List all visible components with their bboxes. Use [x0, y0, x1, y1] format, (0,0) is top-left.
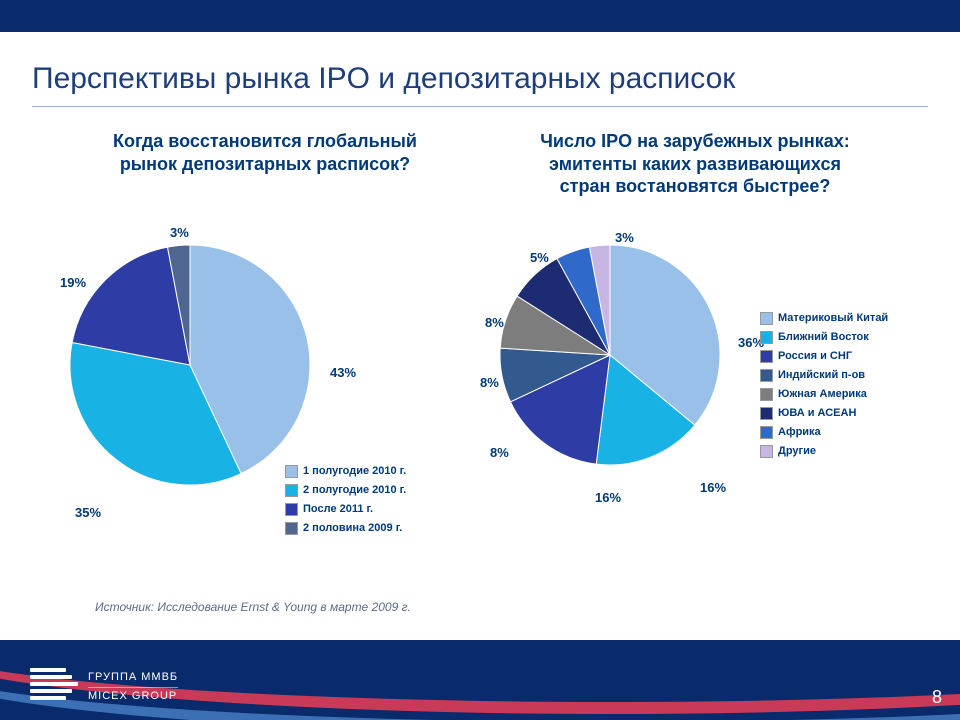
legend-label: Южная Америка: [778, 389, 867, 401]
legend-swatch: [760, 331, 773, 344]
legend-row: Индийский п-ов: [760, 369, 888, 382]
legend-swatch: [760, 426, 773, 439]
legend-label: 2 половина 2009 г.: [303, 523, 402, 535]
pie-slice-label: 43%: [330, 365, 356, 380]
legend-label: Материковый Китай: [778, 313, 888, 325]
pie-slice-label: 35%: [75, 505, 101, 520]
top-bar: [0, 0, 960, 32]
logo-mark-icon: [30, 668, 78, 706]
logo-line2: MICEX GROUP: [88, 690, 178, 703]
legend-swatch: [285, 484, 298, 497]
pie-slice-label: 8%: [490, 445, 509, 460]
legend-swatch: [760, 407, 773, 420]
pie-slice-label: 3%: [615, 230, 634, 245]
legend-row: 2 половина 2009 г.: [285, 522, 406, 535]
pie-slice-label: 8%: [480, 375, 499, 390]
legend-label: Ближний Восток: [778, 332, 869, 344]
pie-slice-label: 19%: [60, 275, 86, 290]
legend-swatch: [760, 350, 773, 363]
legend-swatch: [285, 503, 298, 516]
chart-right: 36%16%16%8%8%8%5%3%: [500, 245, 720, 470]
legend-swatch: [760, 369, 773, 382]
page-title: Перспективы рынка IPO и депозитарных рас…: [32, 62, 735, 96]
logo-text: ГРУППА ММВБ MICEX GROUP: [88, 671, 178, 702]
pie-svg: [500, 245, 720, 465]
legend-swatch: [285, 522, 298, 535]
legend-right: Материковый Китай Ближний Восток Россия и …: [760, 312, 888, 464]
chart-right-title: Число IPO на зарубежных рынках: эмитенты…: [525, 130, 865, 198]
legend-row: ЮВА и АСЕАН: [760, 407, 888, 420]
pie-svg: [70, 245, 310, 485]
legend-row: 2 полугодие 2010 г.: [285, 484, 406, 497]
chart-left: 43%35%19%3%: [70, 245, 310, 490]
legend-row: Африка: [760, 426, 888, 439]
legend-swatch: [760, 388, 773, 401]
legend-row: Материковый Китай: [760, 312, 888, 325]
pie-slice-label: 8%: [485, 315, 504, 330]
legend-label: 2 полугодие 2010 г.: [303, 485, 406, 497]
legend-row: Ближний Восток: [760, 331, 888, 344]
legend-swatch: [760, 445, 773, 458]
legend-label: 1 полугодие 2010 г.: [303, 466, 406, 478]
page-number: 8: [932, 687, 942, 708]
legend-label: Россия и СНГ: [778, 351, 852, 363]
footer: ГРУППА ММВБ MICEX GROUP 8: [0, 640, 960, 720]
pie-slice-label: 16%: [595, 490, 621, 505]
slide: { "title": "Перспективы рынка IPO и депо…: [0, 0, 960, 720]
pie-slice-label: 16%: [700, 480, 726, 495]
legend-left: 1 полугодие 2010 г. 2 полугодие 2010 г. По…: [285, 465, 406, 541]
legend-label: Другие: [778, 446, 816, 458]
legend-swatch: [760, 312, 773, 325]
pie-slice-label: 5%: [530, 250, 549, 265]
legend-label: Индийский п-ов: [778, 370, 865, 382]
legend-row: Другие: [760, 445, 888, 458]
legend-label: После 2011 г.: [303, 504, 373, 516]
legend-row: Южная Америка: [760, 388, 888, 401]
legend-swatch: [285, 465, 298, 478]
legend-label: ЮВА и АСЕАН: [778, 408, 856, 420]
legend-row: После 2011 г.: [285, 503, 406, 516]
logo: ГРУППА ММВБ MICEX GROUP: [30, 668, 178, 706]
chart-left-title: Когда восстановится глобальный рынок деп…: [95, 130, 435, 175]
legend-row: 1 полугодие 2010 г.: [285, 465, 406, 478]
source-note: Источник: Исследование Ernst & Young в м…: [95, 600, 411, 614]
legend-row: Россия и СНГ: [760, 350, 888, 363]
logo-line1: ГРУППА ММВБ: [88, 671, 178, 684]
title-underline: [32, 106, 928, 107]
legend-label: Африка: [778, 427, 821, 439]
pie-slice-label: 3%: [170, 225, 189, 240]
